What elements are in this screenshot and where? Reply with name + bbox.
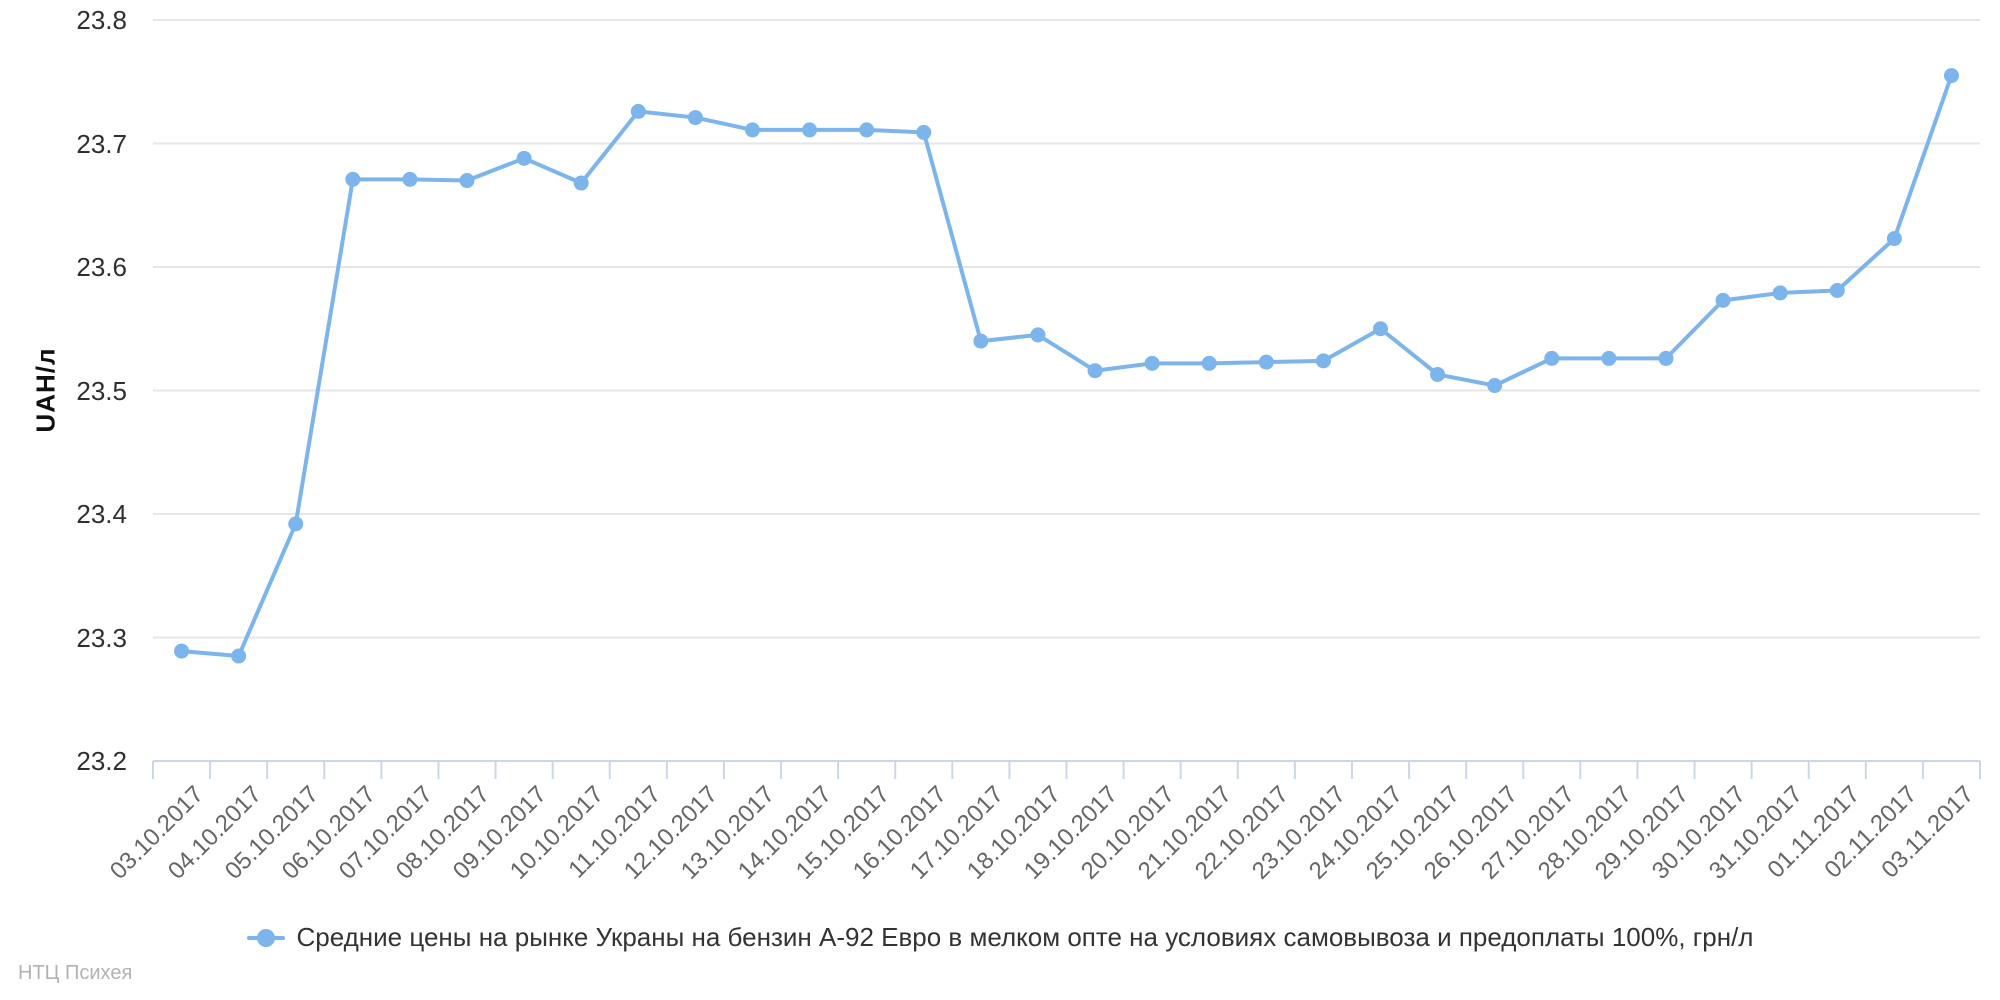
y-axis-title: UAH/л	[30, 347, 61, 433]
data-point[interactable]	[1087, 363, 1103, 379]
data-point[interactable]	[1715, 292, 1731, 308]
data-point[interactable]	[687, 110, 703, 126]
data-point[interactable]	[1144, 355, 1160, 371]
data-point[interactable]	[1315, 353, 1331, 369]
data-point[interactable]	[1258, 354, 1274, 370]
data-point[interactable]	[1772, 285, 1788, 301]
legend-dot-icon	[256, 928, 275, 947]
data-point[interactable]	[1829, 282, 1845, 298]
data-point[interactable]	[1430, 366, 1446, 382]
data-point[interactable]	[1373, 321, 1389, 337]
y-axis-label: 23.2	[76, 746, 127, 776]
data-point[interactable]	[1886, 231, 1902, 247]
y-axis-label: 23.4	[76, 499, 127, 529]
data-point[interactable]	[459, 173, 475, 189]
data-point[interactable]	[1943, 68, 1959, 84]
data-point[interactable]	[573, 175, 589, 191]
data-point[interactable]	[288, 516, 304, 532]
y-axis-label: 23.6	[76, 252, 127, 282]
legend-series-marker	[246, 928, 285, 948]
data-point[interactable]	[174, 643, 190, 659]
data-point[interactable]	[402, 171, 418, 187]
data-point[interactable]	[516, 150, 532, 166]
y-axis-label: 23.8	[76, 5, 127, 35]
data-point[interactable]	[916, 124, 932, 140]
credits-link[interactable]: НТЦ Психея	[18, 962, 133, 984]
data-point[interactable]	[1201, 355, 1217, 371]
price-line	[179, 73, 1954, 659]
data-point[interactable]	[345, 171, 361, 187]
data-point[interactable]	[1487, 378, 1503, 394]
data-point[interactable]	[859, 122, 875, 138]
data-point[interactable]	[973, 333, 989, 349]
data-point[interactable]	[802, 122, 818, 138]
legend-series-label: Средние цены на рынке Украны на бензин А…	[296, 922, 1754, 952]
data-point[interactable]	[231, 648, 247, 664]
data-point[interactable]	[1658, 350, 1674, 366]
data-point[interactable]	[1601, 350, 1617, 366]
data-point[interactable]	[1544, 350, 1560, 366]
y-axis-label: 23.3	[76, 622, 127, 653]
data-point[interactable]	[630, 103, 646, 119]
y-axis-label: 23.5	[76, 375, 127, 406]
legend[interactable]: Средние цены на рынке Украны на бензин А…	[0, 922, 2000, 953]
data-point[interactable]	[744, 122, 760, 138]
y-axis-label: 23.7	[76, 128, 127, 159]
data-point[interactable]	[1030, 327, 1046, 343]
